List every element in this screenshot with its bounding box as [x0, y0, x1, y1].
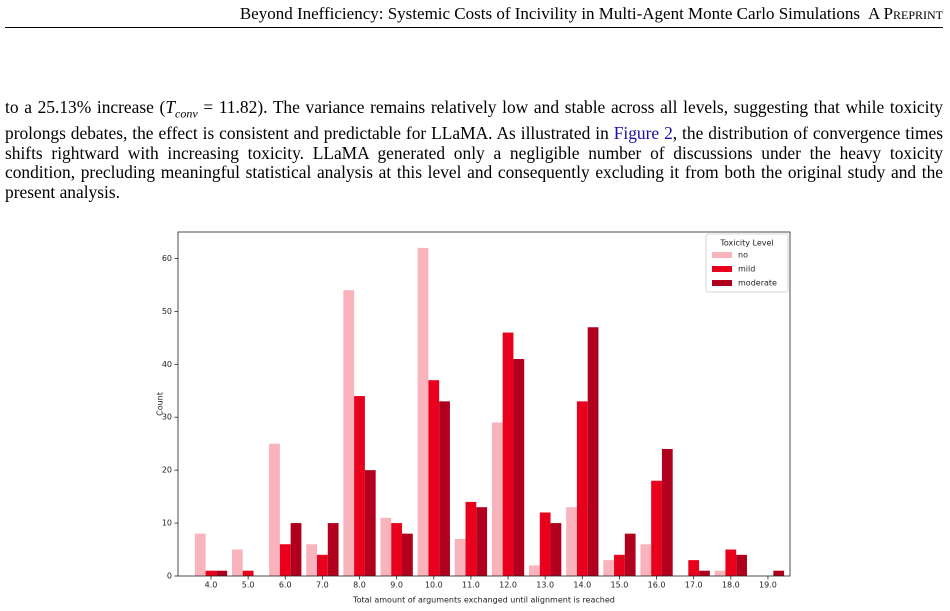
bar	[364, 470, 376, 576]
bar	[290, 523, 302, 576]
bar	[651, 480, 662, 576]
bar	[428, 380, 440, 576]
running-header: Beyond Inefficiency: Systemic Costs of I…	[0, 4, 943, 24]
figure-link[interactable]: Figure 2	[613, 123, 673, 144]
bar	[402, 533, 413, 576]
bar	[306, 544, 318, 576]
bar	[587, 327, 599, 576]
x-tick-label: 17.0	[685, 581, 703, 590]
legend-label: moderate	[738, 279, 777, 288]
bar	[354, 396, 365, 576]
bar	[773, 570, 785, 576]
y-tick-label: 50	[162, 307, 172, 316]
bar	[566, 507, 577, 576]
bar	[513, 359, 525, 576]
bar	[661, 448, 673, 576]
bar	[688, 560, 700, 576]
text: to a 25.13% increase (	[5, 97, 166, 117]
y-axis-label: Count	[156, 392, 165, 416]
bar	[465, 501, 477, 576]
bar	[279, 544, 291, 576]
x-tick-label: 19.0	[759, 581, 777, 590]
bar	[603, 560, 615, 576]
plot-frame	[177, 231, 791, 577]
y-tick-label: 40	[162, 360, 172, 369]
y-tick-label: 20	[162, 466, 172, 475]
bar	[476, 507, 488, 576]
text: ). The variance remains relatively low a…	[5, 97, 943, 144]
text: , the distribution of convergence times …	[5, 123, 943, 202]
x-tick-label: 10.0	[425, 581, 443, 590]
y-tick-label: 30	[162, 413, 172, 422]
legend-title: Toxicity Level	[719, 239, 773, 248]
bar	[391, 523, 403, 576]
x-tick-label: 15.0	[611, 581, 629, 590]
bar	[502, 332, 514, 576]
bar	[640, 544, 652, 576]
body-paragraph: to a 25.13% increase (Tconv = 11.82). Th…	[5, 97, 943, 202]
x-tick-label: 4.0	[205, 581, 218, 590]
x-tick-label: 7.0	[316, 581, 329, 590]
legend-swatch	[712, 280, 732, 286]
header-title: Beyond Inefficiency: Systemic Costs of I…	[239, 4, 860, 23]
legend-label: no	[738, 251, 748, 260]
bar	[269, 443, 280, 576]
math-symbol: T	[165, 97, 175, 117]
bar	[529, 565, 540, 576]
x-tick-label: 12.0	[499, 581, 517, 590]
bar	[736, 554, 747, 576]
x-tick-label: 13.0	[536, 581, 554, 590]
x-tick-label: 9.0	[390, 581, 403, 590]
bar	[539, 512, 551, 576]
x-tick-label: 18.0	[722, 581, 740, 590]
x-tick-label: 16.0	[648, 581, 666, 590]
y-tick-label: 60	[162, 254, 172, 263]
bar	[205, 570, 217, 576]
x-tick-label: 11.0	[462, 581, 480, 590]
header-tag: A Preprint	[867, 4, 943, 23]
bar	[550, 523, 562, 576]
chart: Count Total amount of arguments exchange…	[156, 231, 791, 605]
bar	[242, 570, 254, 576]
legend-label: mild	[738, 265, 755, 274]
bar	[699, 570, 710, 576]
bar	[231, 549, 243, 576]
x-tick-label: 8.0	[353, 581, 366, 590]
bar	[714, 570, 726, 576]
bar	[417, 247, 429, 576]
math-rest: = 11.82	[197, 97, 258, 117]
y-tick-label: 10	[162, 519, 172, 528]
bar	[454, 538, 466, 576]
bar	[343, 290, 355, 576]
bar	[614, 554, 625, 576]
bar	[380, 517, 392, 576]
bar	[327, 523, 339, 576]
x-axis-label: Total amount of arguments exchanged unti…	[352, 596, 615, 605]
bar	[491, 422, 503, 576]
bar	[624, 533, 636, 576]
bar	[317, 554, 328, 576]
header-rule	[5, 27, 943, 28]
legend-swatch	[712, 266, 732, 272]
math-subscript: conv	[175, 106, 198, 121]
y-tick-label: 0	[167, 572, 172, 581]
bar	[576, 401, 588, 576]
bar	[194, 533, 206, 576]
x-tick-label: 6.0	[279, 581, 292, 590]
legend-swatch	[712, 252, 732, 258]
legend-box	[705, 233, 789, 293]
x-tick-label: 14.0	[573, 581, 591, 590]
bar	[725, 549, 737, 576]
bar	[216, 570, 228, 576]
bar	[439, 401, 450, 576]
x-tick-label: 5.0	[242, 581, 255, 590]
